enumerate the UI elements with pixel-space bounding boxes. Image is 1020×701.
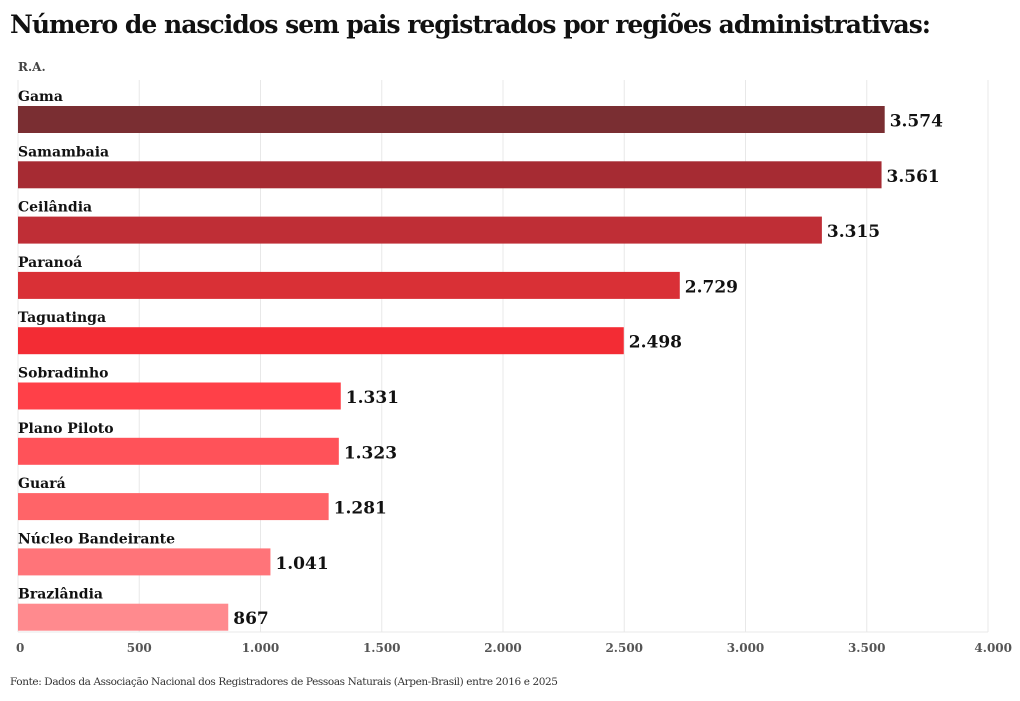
value-label: 1.281: [334, 499, 387, 519]
value-label: 3.574: [890, 112, 943, 132]
source-note: Fonte: Dados da Associação Nacional dos …: [10, 676, 558, 688]
category-label: Sobradinho: [18, 366, 109, 382]
x-tick-label: 500: [127, 641, 152, 655]
x-tick-label: 3.000: [727, 641, 765, 655]
bar: [18, 548, 271, 576]
x-tick-label: 2.500: [605, 641, 643, 655]
x-tick-label: 1.500: [363, 641, 401, 655]
chart-title: Número de nascidos sem pais registrados …: [10, 10, 931, 39]
category-label: Gama: [18, 89, 63, 105]
value-label: 2.498: [629, 333, 682, 353]
bar: [18, 493, 329, 521]
bar: [18, 327, 624, 355]
bar: [18, 106, 885, 133]
category-label: Guará: [18, 476, 66, 492]
category-label: Ceilândia: [18, 200, 92, 216]
value-label: 867: [233, 609, 269, 629]
value-label: 2.729: [685, 277, 738, 297]
x-tick-label: 1.000: [242, 641, 280, 655]
category-label: Samambaia: [18, 144, 109, 160]
value-label: 3.561: [887, 167, 940, 187]
bar: [18, 161, 882, 189]
axis-label-ra: R.A.: [18, 60, 46, 74]
value-label: 1.323: [344, 443, 397, 463]
bar: [18, 271, 680, 299]
bar: [18, 437, 339, 465]
category-label: Plano Piloto: [18, 421, 114, 437]
bar: [18, 216, 822, 244]
bar: [18, 603, 229, 631]
category-label: Taguatinga: [18, 310, 106, 326]
bar: [18, 382, 341, 410]
x-tick-label: 2.000: [484, 641, 522, 655]
category-label: Núcleo Bandeirante: [18, 531, 175, 547]
category-label: Paranoá: [18, 255, 82, 271]
value-label: 1.331: [346, 388, 399, 408]
value-label: 1.041: [275, 554, 328, 574]
x-tick-label: 4.000: [974, 641, 1012, 655]
category-label: Brazlândia: [18, 587, 103, 603]
x-tick-label: 0: [16, 641, 24, 655]
value-label: 3.315: [827, 222, 880, 242]
x-tick-label: 3.500: [848, 641, 886, 655]
